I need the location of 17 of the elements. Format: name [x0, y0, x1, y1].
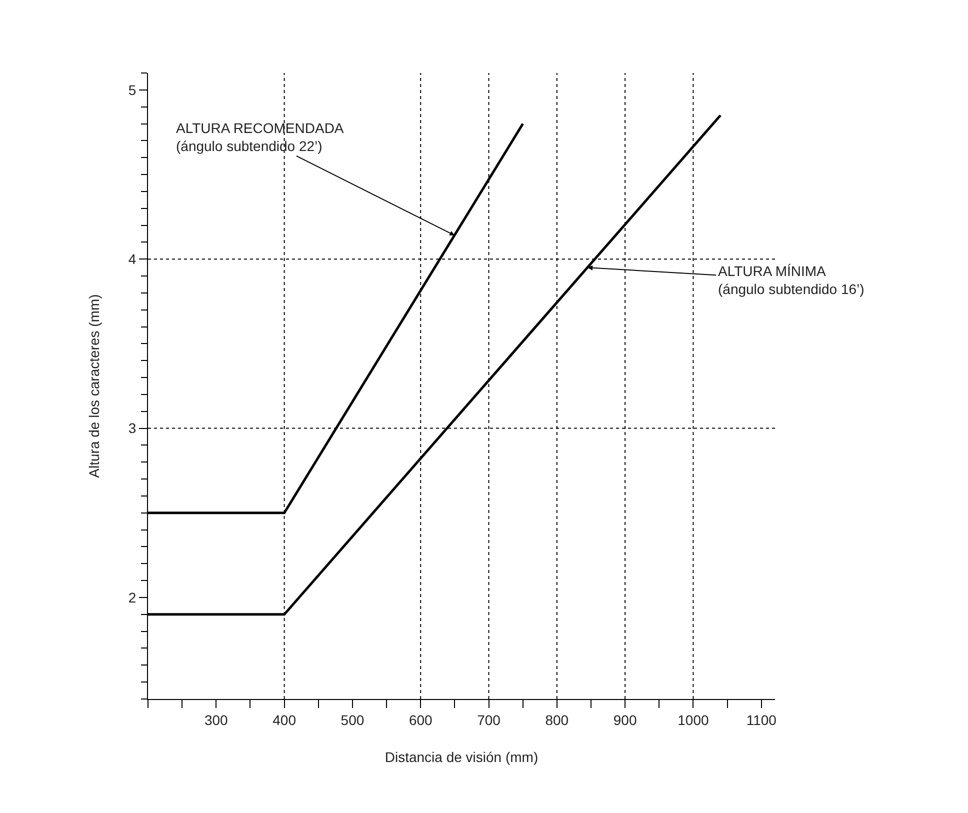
x-tick-label: 400 — [272, 712, 296, 728]
annotation: ALTURA MÍNIMA (ángulo subtendido 16’) — [718, 263, 864, 298]
x-tick-label: 1000 — [678, 712, 709, 728]
y-axis-title: Altura de los caracteres (mm) — [86, 294, 102, 478]
x-tick-label: 600 — [408, 712, 433, 728]
x-tick-label: 900 — [613, 712, 637, 728]
y-tick-label: 5 — [128, 82, 136, 98]
x-tick-label: 800 — [545, 712, 569, 728]
y-tick-label: 3 — [128, 420, 136, 436]
x-axis-title: Distancia de visión (mm) — [384, 749, 538, 766]
x-tick-label: 500 — [340, 712, 364, 728]
x-tick-label: 1100 — [746, 712, 777, 728]
annotation: ALTURA RECOMENDADA (ángulo subtendido 22’) — [176, 120, 344, 154]
y-tick-label: 4 — [128, 251, 136, 268]
x-tick-label: 300 — [204, 712, 228, 728]
y-tick-label: 2 — [128, 589, 136, 606]
x-tick-label: 700 — [477, 712, 501, 728]
